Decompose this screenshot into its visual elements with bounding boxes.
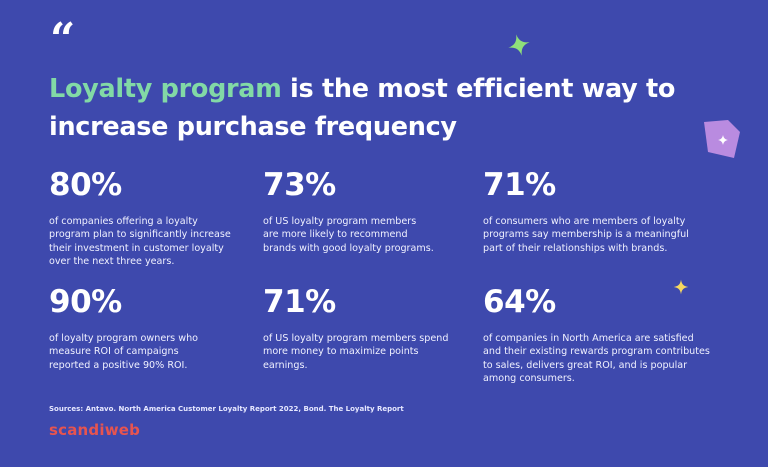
stat-description-line: among consumers. — [483, 373, 575, 385]
scandiweb-logo: scandiweb — [49, 421, 141, 439]
stat-description: of US loyalty program members are more li… — [263, 215, 434, 255]
headline: Loyalty program is the most efficient wa… — [49, 70, 675, 146]
stat-description-line: of consumers who are members of loyalty — [483, 216, 686, 227]
stat-card: 71% of US loyalty program members spend mo… — [263, 285, 448, 372]
headline-line1: is the most efficient way to — [281, 74, 676, 104]
stat-description-line: more money to maximize points — [263, 346, 419, 358]
stat-description: of consumers who are members of loyalty p… — [483, 215, 689, 255]
stat-description-line: program plan to significantly increase — [49, 229, 231, 241]
stat-card: 64% of companies in North America are sat… — [483, 285, 710, 386]
stat-description-line: measure ROI of campaigns — [49, 346, 179, 358]
stat-value: 71% — [483, 167, 556, 203]
stat-description-line: part of their relationships with brands. — [483, 242, 668, 254]
stat-value: 90% — [49, 284, 122, 320]
stat-card: 90% of loyalty program owners who measure … — [49, 285, 198, 372]
sources-note: Sources: Antavo. North America Customer … — [49, 405, 404, 413]
stat-value: 73% — [263, 167, 336, 203]
stat-value: 71% — [263, 284, 336, 320]
stat-card: 73% of US loyalty program members are more… — [263, 168, 434, 255]
stat-description-line: are more likely to recommend — [263, 229, 408, 241]
stat-description-line: of companies offering a loyalty — [49, 216, 198, 227]
stat-description-line: and their existing rewards program contr… — [483, 346, 710, 358]
stat-description-line: their investment in customer loyalty — [49, 242, 224, 254]
quote-mark: “ — [50, 14, 76, 65]
stat-description-line: earnings. — [263, 359, 308, 371]
stat-description: of US loyalty program members spend more … — [263, 332, 448, 372]
stat-description: of companies offering a loyalty program p… — [49, 215, 231, 269]
stat-description-line: of loyalty program owners who — [49, 333, 199, 344]
sparkle-green-icon — [508, 34, 530, 56]
stat-description-line: over the next three years. — [49, 256, 175, 268]
stat-description: of companies in North America are satisf… — [483, 332, 710, 386]
stat-description-line: of US loyalty program members — [263, 216, 417, 227]
stat-card: 71% of consumers who are members of loyal… — [483, 168, 689, 255]
sparkle-yellow-icon — [673, 279, 689, 295]
gem-icon — [704, 120, 740, 158]
stat-description-line: reported a positive 90% ROI. — [49, 359, 188, 371]
stat-description-line: brands with good loyalty programs. — [263, 242, 434, 254]
stat-description-line: to sales, delivers great ROI, and is pop… — [483, 359, 688, 371]
headline-accent: Loyalty program — [49, 74, 282, 104]
stat-description-line: of companies in North America are satisf… — [483, 333, 694, 344]
stat-card: 80% of companies offering a loyalty progra… — [49, 168, 231, 269]
stat-description: of loyalty program owners who measure ROI… — [49, 332, 198, 372]
stat-description-line: programs say membership is a meaningful — [483, 229, 689, 241]
headline-line2: increase purchase frequency — [49, 112, 457, 142]
stat-value: 64% — [483, 284, 556, 320]
stat-value: 80% — [49, 167, 122, 203]
stat-description-line: of US loyalty program members spend — [263, 333, 449, 344]
